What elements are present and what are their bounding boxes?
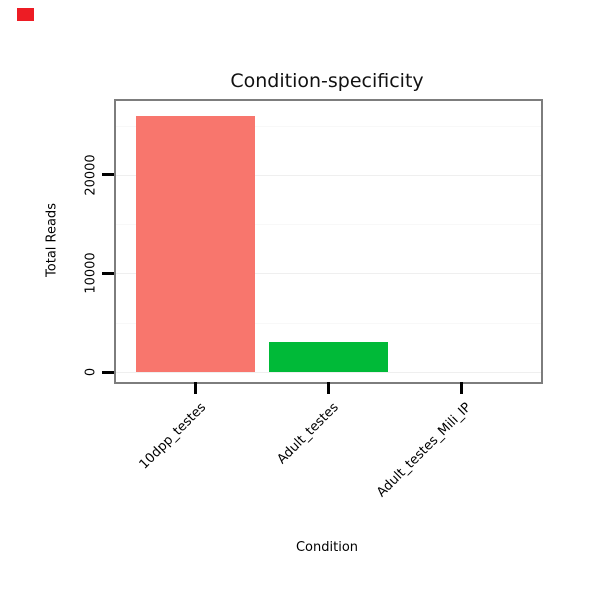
bar-10dpp_testes: [135, 115, 256, 372]
y-axis-tick: [102, 271, 114, 275]
bar-Adult_testes: [268, 342, 389, 372]
x-category-label: 10dpp_testes: [136, 400, 210, 473]
minor-gridline: [116, 125, 541, 127]
x-category-label: Adult_testes: [274, 400, 343, 468]
y-tick-label: 10000: [83, 252, 99, 295]
x-category-label: Adult_testes_Mili_IP: [374, 400, 475, 501]
x-axis-tick: [459, 382, 463, 394]
y-axis-tick: [102, 370, 114, 374]
y-tick-label: 20000: [83, 154, 99, 196]
major-gridline: [116, 174, 541, 176]
minor-gridline: [116, 224, 541, 226]
plot-panel: [114, 99, 543, 384]
red-marker: [17, 8, 34, 21]
x-axis-title: Condition: [295, 540, 359, 555]
x-axis-tick: [194, 382, 198, 394]
major-gridline: [116, 372, 541, 373]
x-axis-tick: [327, 382, 330, 394]
major-gridline: [116, 273, 541, 275]
y-axis-tick: [102, 173, 114, 177]
y-axis-title: Total Reads: [44, 203, 60, 277]
y-tick-label: 0: [83, 367, 99, 377]
minor-gridline: [116, 322, 541, 324]
chart-title: Condition-specificity: [230, 70, 424, 92]
